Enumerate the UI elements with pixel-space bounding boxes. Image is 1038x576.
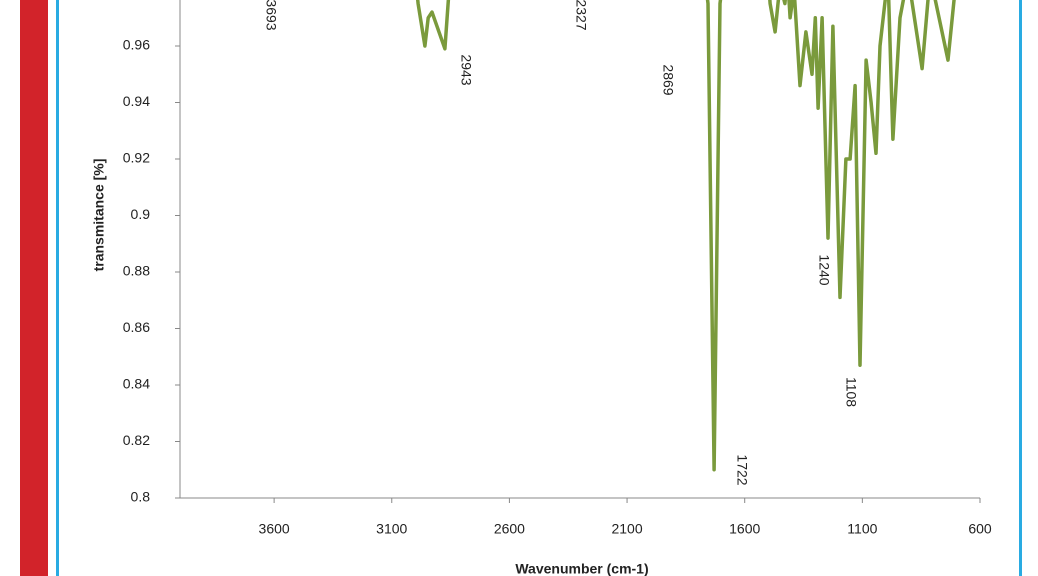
peak-annotation: 1240 <box>816 254 832 285</box>
y-axis-label: transmitance [%] <box>91 159 107 272</box>
peak-annotation: 3693 <box>263 0 279 31</box>
spectrum-line <box>415 0 956 472</box>
frame-right <box>1019 0 1022 576</box>
x-tick-label: 1600 <box>729 521 760 537</box>
peak-annotation: 2943 <box>458 54 474 85</box>
y-tick-label: 0.9 <box>131 206 151 222</box>
peak-annotation: 1108 <box>843 377 859 407</box>
y-tick-label: 0.86 <box>123 319 150 335</box>
y-tick-label: 0.88 <box>123 263 150 279</box>
x-tick-label: 2100 <box>611 521 642 537</box>
peak-annotation: 1722 <box>734 454 750 485</box>
x-tick-label: 3100 <box>376 521 407 537</box>
frame-left <box>56 0 59 576</box>
y-tick-label: 0.92 <box>123 150 150 166</box>
side-bar <box>20 0 48 576</box>
x-tick-label: 600 <box>968 521 992 537</box>
peak-annotation: 2327 <box>573 0 589 31</box>
x-axis-label: Wavenumber (cm-1) <box>515 561 648 576</box>
y-tick-label: 0.84 <box>123 376 150 392</box>
peak-annotation: 2869 <box>660 64 676 95</box>
x-tick-label: 2600 <box>494 521 525 537</box>
x-tick-label: 1100 <box>847 521 877 537</box>
y-tick-label: 0.8 <box>131 489 151 505</box>
y-tick-label: 0.82 <box>123 432 150 448</box>
y-tick-label: 0.96 <box>123 37 150 53</box>
y-tick-label: 0.94 <box>123 93 150 109</box>
x-tick-label: 3600 <box>259 521 290 537</box>
